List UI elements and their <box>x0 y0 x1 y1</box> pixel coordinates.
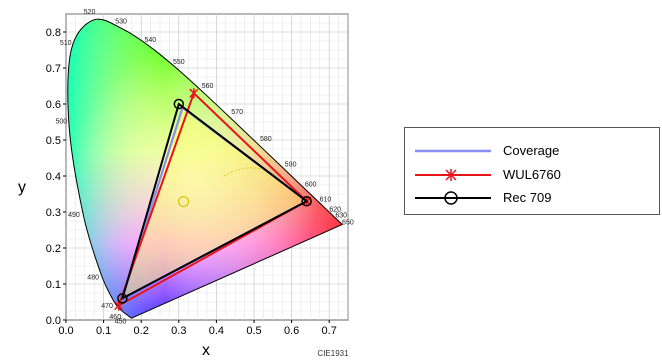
legend: Coverage WUL6760 Rec 709 <box>404 127 660 215</box>
point-wul6760 <box>189 88 199 99</box>
legend-swatch-rec709 <box>415 191 491 205</box>
y-tick-labels: 0.0 0.1 0.2 0.3 0.4 0.5 0.6 0.7 0.8 <box>46 27 66 327</box>
wavelength-label: 470 <box>101 303 113 310</box>
point-rec-709 <box>301 195 312 207</box>
y-tick-label: 0.2 <box>46 243 61 255</box>
y-tick-label: 0.4 <box>46 171 61 183</box>
series-rec-709 <box>120 102 309 301</box>
x-tick-label: 0.0 <box>58 325 73 337</box>
point-rec-709 <box>117 293 128 304</box>
chart-footer: CIE1931 <box>317 349 349 358</box>
wavelength-label: 630 <box>335 213 347 220</box>
x-tick-label: 0.3 <box>171 325 186 337</box>
x-tick-label: 0.1 <box>96 325 111 337</box>
wavelength-label: 580 <box>260 136 272 143</box>
legend-swatch-coverage <box>415 149 491 153</box>
legend-label: WUL6760 <box>503 167 561 182</box>
y-tick-label: 0.5 <box>46 135 61 147</box>
wavelength-label: 480 <box>87 275 99 282</box>
y-axis-label: y <box>18 179 26 196</box>
series-layer <box>114 88 312 311</box>
wavelength-label: 610 <box>320 197 332 204</box>
wavelength-label: 510 <box>60 40 72 47</box>
wavelength-label: 530 <box>115 18 127 25</box>
y-tick-label: 0.7 <box>46 63 61 75</box>
x-tick-label: 0.7 <box>322 325 337 337</box>
y-tick-label: 0.6 <box>46 99 61 111</box>
legend-item-coverage: Coverage <box>413 141 653 161</box>
x-axis-label: x <box>202 342 210 359</box>
wavelength-label: 540 <box>144 37 156 44</box>
white-point-marker <box>177 195 190 208</box>
x-tick-label: 0.4 <box>209 325 224 337</box>
y-tick-label: 0.8 <box>46 27 61 39</box>
y-tick-label: 0.3 <box>46 207 61 219</box>
point-rec-709 <box>173 98 185 110</box>
wavelength-label: 490 <box>68 212 80 219</box>
x-tick-label: 0.2 <box>134 325 149 337</box>
wavelength-label: 550 <box>173 59 185 66</box>
y-tick-label: 0.1 <box>46 279 61 291</box>
legend-label: Rec 709 <box>503 190 552 205</box>
x-tick-label: 0.6 <box>284 325 299 337</box>
wavelength-label: 590 <box>285 161 297 168</box>
wavelength-label: 500 <box>56 119 68 126</box>
wavelength-label: 450 <box>115 318 127 325</box>
legend-item-wul6760: WUL6760 <box>413 165 653 185</box>
legend-swatch-wul6760 <box>415 169 491 181</box>
wavelength-label: 600 <box>305 181 317 188</box>
spectral-locus-outline <box>67 18 344 319</box>
legend-label: Coverage <box>503 143 560 158</box>
legend-item-rec709: Rec 709 <box>413 188 653 208</box>
wavelength-label: 570 <box>231 109 243 116</box>
x-tick-label: 0.5 <box>246 325 261 337</box>
planckian-locus <box>223 167 285 180</box>
wavelength-label: 650 <box>342 220 354 227</box>
wavelength-label: 620 <box>329 207 341 214</box>
y-tick-label: 0.0 <box>46 315 61 327</box>
wavelength-label: 520 <box>84 9 96 16</box>
wavelength-label: 460 <box>109 314 121 321</box>
wavelength-label: 560 <box>202 83 214 90</box>
series-wul6760 <box>116 91 309 308</box>
x-tick-labels: 0.0 0.1 0.2 0.3 0.4 0.5 0.6 0.7 <box>58 320 337 337</box>
